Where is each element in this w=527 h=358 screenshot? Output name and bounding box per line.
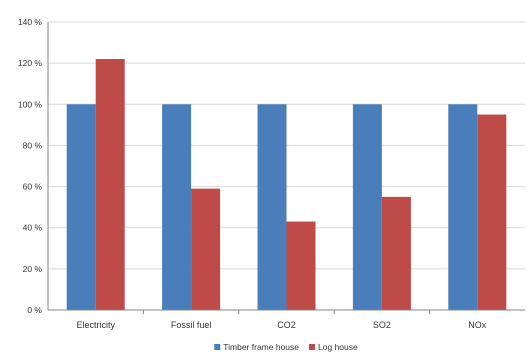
bar-log-house [477,114,507,310]
y-tick-label: 60 % [23,182,43,192]
bar-timber-frame-house [448,104,478,311]
bar-log-house [381,196,411,310]
legend-item: Log house [309,342,358,352]
y-axis-tick-labels: 0 % 20 % 40 % 60 % 80 % 100 % 120 % 140 % [18,17,43,315]
y-tick-label: 40 % [23,223,43,233]
bar-timber-frame-house [66,104,96,311]
bar-log-house [191,188,221,310]
bar-timber-frame-house [352,104,382,311]
legend-label: Log house [318,342,358,352]
legend: Timber frame house Log house [214,342,358,352]
bar-log-house [95,59,125,311]
y-tick-label: 120 % [18,58,43,68]
x-axis-tick-labels: Electricity Fossil fuel CO2 SO2 NOx [76,320,486,330]
bar-timber-frame-house [257,104,287,311]
legend-label: Timber frame house [223,342,299,352]
bar-timber-frame-house [162,104,192,311]
x-tick-label: Electricity [76,320,115,330]
axes [47,22,525,314]
bar-log-house [286,221,316,310]
legend-swatch [214,344,221,350]
x-tick-label: SO2 [373,320,391,330]
bars [66,59,507,311]
legend-item: Timber frame house [214,342,299,352]
y-tick-label: 100 % [18,99,43,109]
y-tick-label: 20 % [23,264,43,274]
x-tick-label: Fossil fuel [171,320,212,330]
x-tick-label: CO2 [277,320,296,330]
y-tick-label: 80 % [23,140,43,150]
y-tick-label: 140 % [18,17,43,27]
y-tick-label: 0 % [27,305,42,315]
legend-swatch [309,344,316,350]
x-tick-label: NOx [468,320,487,330]
